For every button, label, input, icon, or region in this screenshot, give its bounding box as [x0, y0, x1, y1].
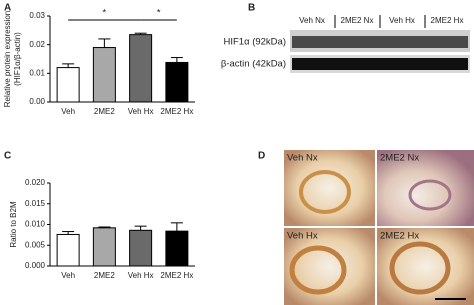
row-label: HIF1α (92kDa): [223, 37, 286, 48]
y-tick-label: 0.015: [25, 199, 46, 208]
y-axis-label: (HIF1α/β-actin): [13, 32, 22, 86]
y-axis-label: Ratio to B2M: [9, 201, 18, 248]
panel-label: A: [4, 3, 11, 14]
micrograph-label: 2ME2 Hx: [380, 231, 419, 242]
bar: [92, 47, 116, 103]
y-tick-label: 0.020: [25, 178, 46, 187]
micrograph-grid: [284, 150, 474, 305]
row-label: β-actin (42kDa): [221, 59, 286, 70]
y-tick-label: 0.00: [29, 97, 45, 106]
lane-label: 2ME2 Hx: [431, 16, 464, 25]
panel-label: D: [258, 151, 265, 162]
y-tick-label: 0.02: [29, 40, 45, 49]
bar: [165, 230, 189, 267]
bar: [129, 229, 153, 267]
x-tick-label: Veh: [61, 271, 75, 280]
y-tick-label: 0.000: [25, 261, 46, 270]
y-tick-label: 0.010: [25, 220, 46, 229]
micrograph-label: Veh Hx: [287, 231, 318, 242]
bar: [92, 227, 116, 267]
x-tick-label: 2ME2 Hx: [160, 271, 193, 280]
y-tick-label: 0.01: [29, 68, 45, 77]
lane-label: 2ME2 Nx: [341, 16, 374, 25]
bands: [292, 36, 468, 70]
bar: [129, 34, 153, 103]
panel-label: C: [4, 151, 11, 162]
x-tick-label: Veh Hx: [128, 107, 154, 116]
x-tick-label: 2ME2: [94, 107, 115, 116]
x-tick-label: Veh: [61, 107, 75, 116]
panel-label: B: [248, 3, 255, 14]
micrograph-label: 2ME2 Nx: [380, 153, 419, 164]
x-tick-label: 2ME2 Hx: [160, 107, 193, 116]
bar: [56, 233, 80, 267]
bar: [165, 61, 189, 103]
y-tick-label: 0.03: [29, 11, 45, 20]
bar: [56, 67, 80, 103]
lane-label: Veh Nx: [299, 16, 325, 25]
lane-label: Veh Hx: [389, 16, 415, 25]
x-tick-label: 2ME2: [94, 271, 115, 280]
micrograph-label: Veh Nx: [287, 153, 318, 164]
x-tick-label: Veh Hx: [128, 271, 154, 280]
y-tick-label: 0.005: [25, 240, 46, 249]
y-axis-label: Relative protein expression: [3, 11, 12, 108]
significance-star: *: [103, 8, 107, 19]
significance-star: *: [157, 8, 161, 19]
